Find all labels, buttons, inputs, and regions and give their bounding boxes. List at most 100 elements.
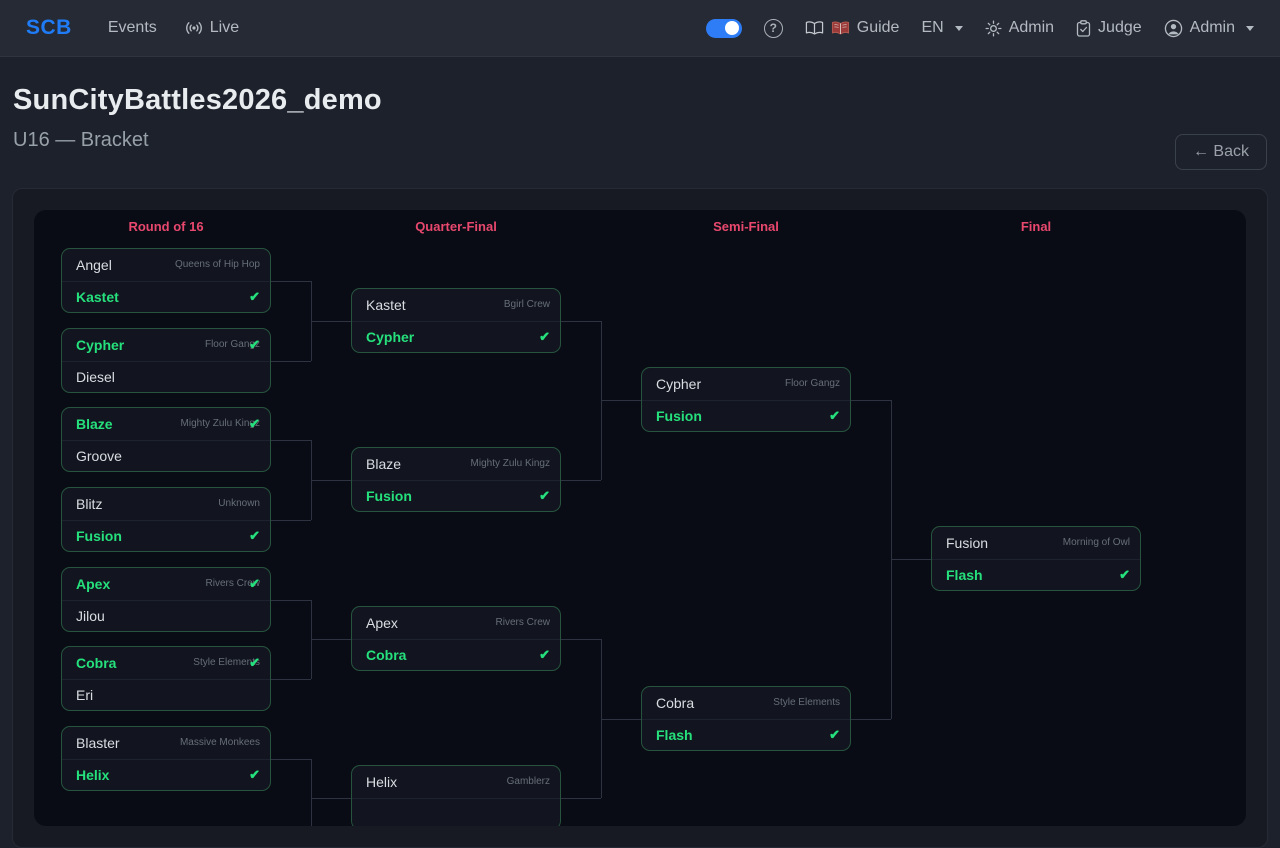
bracket-connector-line xyxy=(601,399,641,401)
bracket-connector-line xyxy=(561,479,601,481)
crew-name: Massive Monkees xyxy=(179,737,260,749)
match-slot: Blaze Mighty Zulu Kingz xyxy=(352,448,560,480)
language-label: EN xyxy=(921,19,944,36)
crew-name: Mighty Zulu Kingz xyxy=(180,418,260,430)
match-slot: Blaster Massive Monkees xyxy=(62,727,270,759)
match-card[interactable]: Cobra Style Elements ✔ Eri xyxy=(61,646,271,711)
crew-name: Style Elements xyxy=(773,697,840,709)
winner-check-icon: ✔ xyxy=(829,727,840,743)
bracket-connector-line xyxy=(271,519,311,521)
match-slot: Flash ✔ xyxy=(932,558,1140,591)
nav-link-judge[interactable]: Judge xyxy=(1076,19,1142,37)
theme-toggle[interactable] xyxy=(705,18,742,38)
page-title: SunCityBattles2026_demo xyxy=(13,84,382,116)
bracket-connector-line xyxy=(311,797,351,799)
match-slot: Jilou xyxy=(62,599,270,632)
top-navbar: SCB Events Live ? Guide xyxy=(0,0,1280,57)
crew-name: Rivers Crew xyxy=(205,578,260,590)
crew-name: Bgirl Crew xyxy=(503,299,550,311)
bracket-canvas: Round of 16 Angel Queens of Hip Hop Kastet ✔… xyxy=(34,210,1246,826)
match-slot: Cypher ✔ xyxy=(352,320,560,353)
match-slot: Angel Queens of Hip Hop xyxy=(62,249,270,281)
bracket-connector-line xyxy=(271,280,311,282)
competitor-name: Apex xyxy=(366,614,398,631)
match-card[interactable]: Helix Gamblerz xyxy=(351,765,561,826)
nav-link-live[interactable]: Live xyxy=(185,19,239,37)
help-icon[interactable]: ? xyxy=(763,18,783,38)
competitor-name: Blaze xyxy=(366,455,402,472)
winner-check-icon: ✔ xyxy=(539,488,550,504)
match-card[interactable]: Kastet Bgirl Crew Cypher ✔ xyxy=(351,288,561,353)
crew-name: Style Elements xyxy=(193,657,260,669)
competitor-name: Fusion xyxy=(366,487,412,504)
crew-name: Floor Gangz xyxy=(204,339,260,351)
match-slot xyxy=(352,797,560,827)
nav-link-guide[interactable]: Guide xyxy=(805,19,900,37)
competitor-name: Cobra xyxy=(656,694,695,711)
competitor-name: Blaster xyxy=(76,734,120,751)
bracket-connector-line xyxy=(891,558,931,560)
match-slot: Fusion Morning of Owl xyxy=(932,527,1140,559)
nav-link-admin-settings[interactable]: Admin xyxy=(985,19,1054,37)
match-slot: Cobra Style Elements xyxy=(642,687,850,719)
bracket-connector-line xyxy=(271,439,311,441)
match-card[interactable]: Fusion Morning of Owl Flash ✔ xyxy=(931,526,1141,591)
match-card[interactable]: Blaze Mighty Zulu Kingz ✔ Groove xyxy=(61,407,271,472)
nav-link-events[interactable]: Events xyxy=(108,19,157,37)
brand-logo[interactable]: SCB xyxy=(26,16,72,39)
page-header: SunCityBattles2026_demo U16 — Bracket ← … xyxy=(0,57,1280,170)
match-card[interactable]: Cypher Floor Gangz ✔ Diesel xyxy=(61,328,271,393)
winner-check-icon: ✔ xyxy=(249,767,260,783)
bracket-connector-line xyxy=(561,797,601,799)
competitor-name: Helix xyxy=(366,773,398,790)
live-label: Live xyxy=(209,19,240,36)
winner-check-icon: ✔ xyxy=(249,337,260,353)
crew-name: Gamblerz xyxy=(506,776,550,788)
match-card[interactable]: Angel Queens of Hip Hop Kastet ✔ xyxy=(61,248,271,313)
competitor-name: Kastet xyxy=(366,296,406,313)
back-button[interactable]: ← Back xyxy=(1174,134,1267,170)
match-slot: Apex Rivers Crew xyxy=(352,607,560,639)
guide-label: Guide xyxy=(856,19,900,36)
match-slot: Eri xyxy=(62,678,270,711)
competitor-name: Flash xyxy=(656,726,693,743)
bracket-connector-line xyxy=(561,320,601,322)
bracket-connector-line xyxy=(311,479,351,481)
bracket-connector-line xyxy=(851,718,891,720)
match-card[interactable]: Cobra Style Elements Flash ✔ xyxy=(641,686,851,751)
crew-name: Queens of Hip Hop xyxy=(174,259,260,271)
match-card[interactable]: Cypher Floor Gangz Fusion ✔ xyxy=(641,367,851,432)
winner-check-icon: ✔ xyxy=(1119,567,1130,583)
bracket-connector-line xyxy=(601,718,641,720)
user-dropdown[interactable]: Admin xyxy=(1164,19,1254,38)
winner-check-icon: ✔ xyxy=(539,647,550,663)
match-card[interactable]: Blaze Mighty Zulu Kingz Fusion ✔ xyxy=(351,447,561,512)
crew-name: Unknown xyxy=(218,498,260,510)
bracket-connector-line xyxy=(311,320,351,322)
match-card[interactable]: Blitz Unknown Fusion ✔ xyxy=(61,487,271,552)
match-card[interactable]: Apex Rivers Crew ✔ Jilou xyxy=(61,567,271,632)
match-slot: Fusion ✔ xyxy=(642,399,850,432)
competitor-name: Fusion xyxy=(656,407,702,424)
bracket-connector-line xyxy=(561,638,601,640)
match-slot: Kastet ✔ xyxy=(62,280,270,313)
round-header-final: Final xyxy=(1020,219,1052,234)
round-header-quarter-final: Quarter-Final xyxy=(415,219,497,234)
bracket-connector-line xyxy=(601,638,602,798)
match-slot: Cypher Floor Gangz ✔ xyxy=(62,329,270,361)
match-card[interactable]: Apex Rivers Crew Cobra ✔ xyxy=(351,606,561,671)
events-label: Events xyxy=(107,19,157,36)
red-book-icon xyxy=(831,21,849,35)
match-card[interactable]: Blaster Massive Monkees Helix ✔ xyxy=(61,726,271,791)
competitor-name: Fusion xyxy=(76,527,122,544)
crew-name: Rivers Crew xyxy=(495,617,550,629)
competitor-name: Cypher xyxy=(656,375,702,392)
competitor-name: Cobra xyxy=(76,654,117,671)
competitor-name: Kastet xyxy=(76,288,119,305)
bracket-connector-line xyxy=(851,399,891,401)
broadcast-icon xyxy=(185,22,202,34)
match-slot: Cypher Floor Gangz xyxy=(642,368,850,400)
competitor-name: Eri xyxy=(76,686,94,703)
gear-icon xyxy=(985,19,1002,37)
language-dropdown[interactable]: EN xyxy=(921,19,963,37)
